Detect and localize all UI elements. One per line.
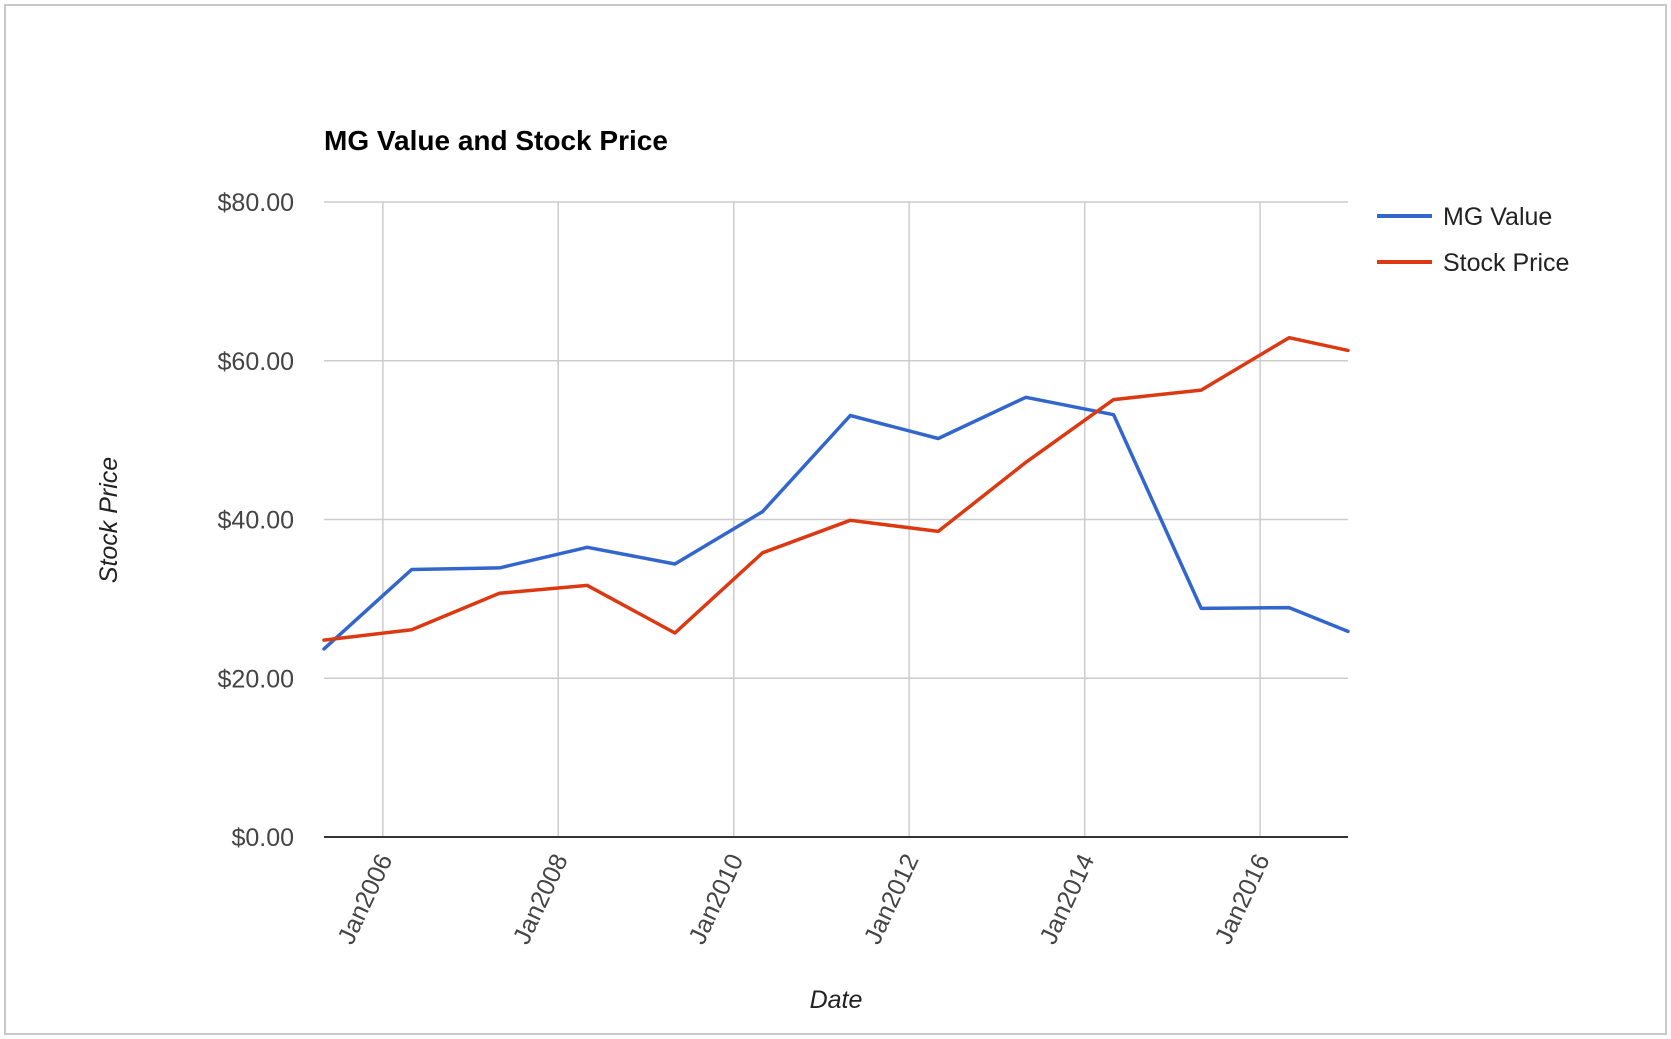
y-tick-label: $0.00 (231, 824, 294, 852)
y-tick-label: $40.00 (218, 507, 294, 535)
chart-title: MG Value and Stock Price (324, 125, 668, 156)
y-axis-title: Stock Price (95, 457, 123, 583)
series-line-mg-value (322, 395, 1350, 651)
y-tick-label: $60.00 (218, 348, 294, 376)
series-lines (322, 335, 1350, 651)
x-axis-title: Date (810, 986, 863, 1014)
y-axis-ticks: $0.00 $20.00 $40.00 $60.00 $80.00 (218, 189, 294, 852)
y-tick-label: $20.00 (218, 665, 294, 693)
y-tick-label: $80.00 (218, 189, 294, 217)
gridlines (324, 201, 1348, 837)
legend-label: Stock Price (1443, 249, 1569, 277)
legend-label: MG Value (1443, 203, 1552, 231)
series-line-stock-price (322, 335, 1350, 642)
legend: MG Value Stock Price (1377, 203, 1569, 277)
